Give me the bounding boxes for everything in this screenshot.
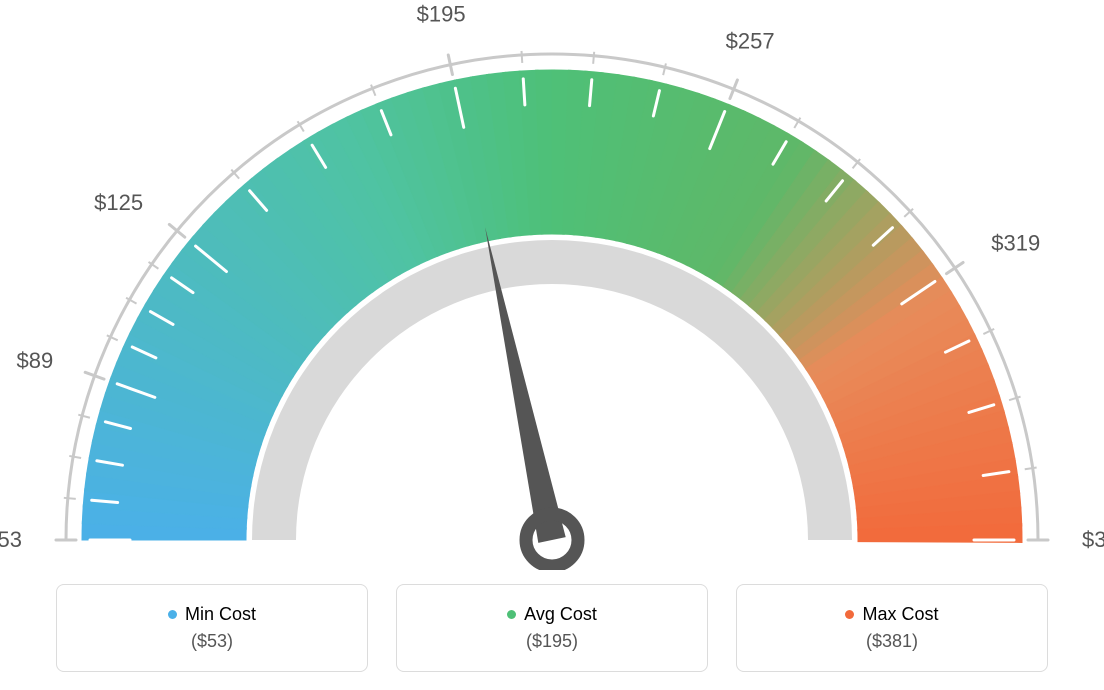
legend-card-min: Min Cost ($53) [56, 584, 368, 672]
legend-card-max: Max Cost ($381) [736, 584, 1048, 672]
cost-gauge: $53 $89 $125 $195 $257 $319 $381 [0, 0, 1104, 570]
legend-label-avg: Avg Cost [524, 604, 597, 625]
legend-value-max: ($381) [866, 631, 918, 652]
svg-text:$381: $381 [1082, 527, 1104, 552]
svg-text:$257: $257 [726, 28, 775, 53]
legend-dot-avg [507, 610, 516, 619]
svg-text:$89: $89 [16, 348, 53, 373]
svg-text:$195: $195 [417, 2, 466, 27]
legend-title-max: Max Cost [845, 604, 938, 625]
legend-title-avg: Avg Cost [507, 604, 597, 625]
legend-label-min: Min Cost [185, 604, 256, 625]
legend-dot-max [845, 610, 854, 619]
svg-text:$319: $319 [991, 230, 1040, 255]
legend-card-avg: Avg Cost ($195) [396, 584, 708, 672]
legend-row: Min Cost ($53) Avg Cost ($195) Max Cost … [0, 584, 1104, 672]
legend-label-max: Max Cost [862, 604, 938, 625]
legend-dot-min [168, 610, 177, 619]
legend-value-avg: ($195) [526, 631, 578, 652]
svg-text:$53: $53 [0, 527, 22, 552]
svg-text:$125: $125 [94, 190, 143, 215]
legend-title-min: Min Cost [168, 604, 256, 625]
gauge-svg: $53 $89 $125 $195 $257 $319 $381 [0, 0, 1104, 570]
legend-value-min: ($53) [191, 631, 233, 652]
